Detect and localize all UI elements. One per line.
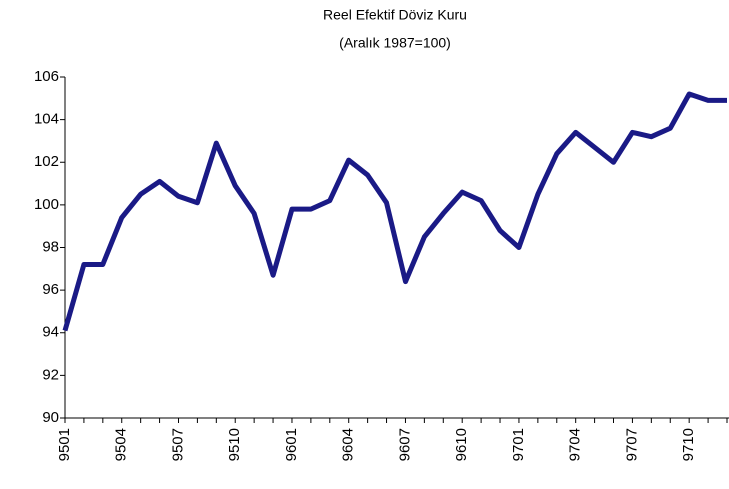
y-tick-label: 104 <box>34 111 59 128</box>
line-series <box>62 91 727 332</box>
x-tick-label: 9701 <box>510 428 527 461</box>
x-tick-label: 9607 <box>396 428 413 461</box>
x-tick-label: 9610 <box>453 428 470 461</box>
y-tick-label: 102 <box>34 153 59 170</box>
y-tick-label: 106 <box>34 68 59 85</box>
x-tick-label: 9601 <box>283 428 300 461</box>
y-tick-label: 96 <box>42 281 59 298</box>
x-tick-label: 9710 <box>680 428 697 461</box>
x-tick-label: 9504 <box>113 428 130 461</box>
y-tick-label: 100 <box>34 196 59 213</box>
x-tick-label: 9704 <box>567 428 584 461</box>
y-tick-label: 92 <box>42 366 59 383</box>
x-tick-label: 9604 <box>340 428 357 461</box>
x-tick-label: 9507 <box>169 428 186 461</box>
y-tick-label: 94 <box>42 324 59 341</box>
chart-title: Reel Efektif Döviz Kuru <box>323 7 467 23</box>
x-tick-label: 9510 <box>226 428 243 461</box>
x-tick-label: 9501 <box>56 428 73 461</box>
y-tick-label: 98 <box>42 238 59 255</box>
chart-subtitle: (Aralık 1987=100) <box>339 35 451 51</box>
x-tick-label: 9707 <box>623 428 640 461</box>
y-tick-label: 90 <box>42 409 59 426</box>
